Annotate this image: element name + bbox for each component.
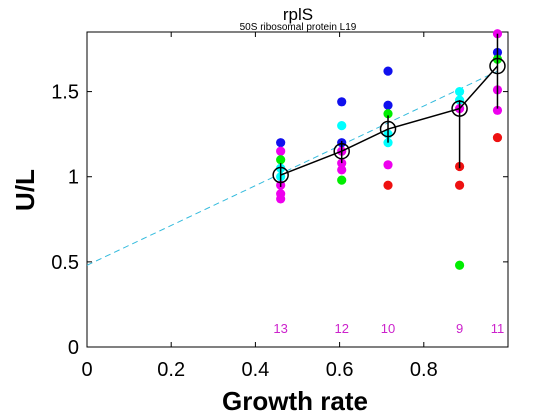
data-point bbox=[454, 180, 465, 190]
mean-marker bbox=[333, 142, 350, 160]
x-tick-label: 0.8 bbox=[410, 359, 438, 381]
data-point bbox=[492, 105, 503, 115]
data-point bbox=[383, 66, 393, 76]
x-tick-label: 0.6 bbox=[326, 359, 354, 381]
y-tick-label: 1.5 bbox=[51, 82, 79, 104]
data-point bbox=[383, 180, 393, 190]
data-point bbox=[276, 155, 286, 165]
y-tick-label: 0 bbox=[68, 337, 79, 359]
count-label: 9 bbox=[456, 321, 463, 336]
data-point bbox=[337, 121, 347, 131]
y-axis-label: U/L bbox=[10, 169, 40, 211]
data-point bbox=[276, 138, 286, 148]
x-tick-label: 0.4 bbox=[241, 359, 269, 381]
count-labels: 13 12 10 9 11 bbox=[273, 321, 504, 336]
mean-marker bbox=[379, 120, 397, 138]
data-point bbox=[383, 160, 393, 170]
data-point bbox=[337, 165, 347, 175]
plot-frame bbox=[86, 31, 509, 348]
count-label: 11 bbox=[491, 321, 505, 336]
fit-line bbox=[86, 70, 498, 266]
axis-ticks: 0 0.2 0.4 0.6 0.8 0 0.5 1 1.5 bbox=[51, 32, 508, 381]
count-label: 12 bbox=[334, 321, 348, 336]
data-point bbox=[276, 194, 286, 204]
count-label: 10 bbox=[381, 321, 395, 336]
mean-marker bbox=[451, 100, 468, 117]
y-tick-label: 1 bbox=[68, 167, 79, 189]
fit-line-layer bbox=[86, 70, 498, 266]
data-point bbox=[383, 109, 393, 119]
chart-title: rplS bbox=[283, 5, 313, 24]
data-points bbox=[276, 29, 503, 270]
x-tick-label: 0.2 bbox=[157, 359, 185, 381]
data-point bbox=[383, 100, 393, 110]
mean-marker bbox=[489, 57, 506, 75]
y-tick-label: 0.5 bbox=[51, 252, 79, 274]
data-point bbox=[276, 146, 286, 156]
data-point bbox=[454, 86, 465, 97]
data-point bbox=[454, 260, 465, 270]
data-point bbox=[492, 132, 503, 143]
x-axis-label: Growth rate bbox=[222, 386, 368, 416]
mean-marker bbox=[272, 166, 289, 184]
data-point bbox=[337, 175, 347, 185]
x-tick-label: 0 bbox=[81, 359, 92, 381]
count-label: 13 bbox=[273, 321, 287, 336]
chart-subtitle: 50S ribosomal protein L19 bbox=[240, 22, 357, 33]
data-point bbox=[337, 97, 347, 107]
mean-markers bbox=[272, 33, 506, 187]
mean-line bbox=[280, 65, 499, 176]
